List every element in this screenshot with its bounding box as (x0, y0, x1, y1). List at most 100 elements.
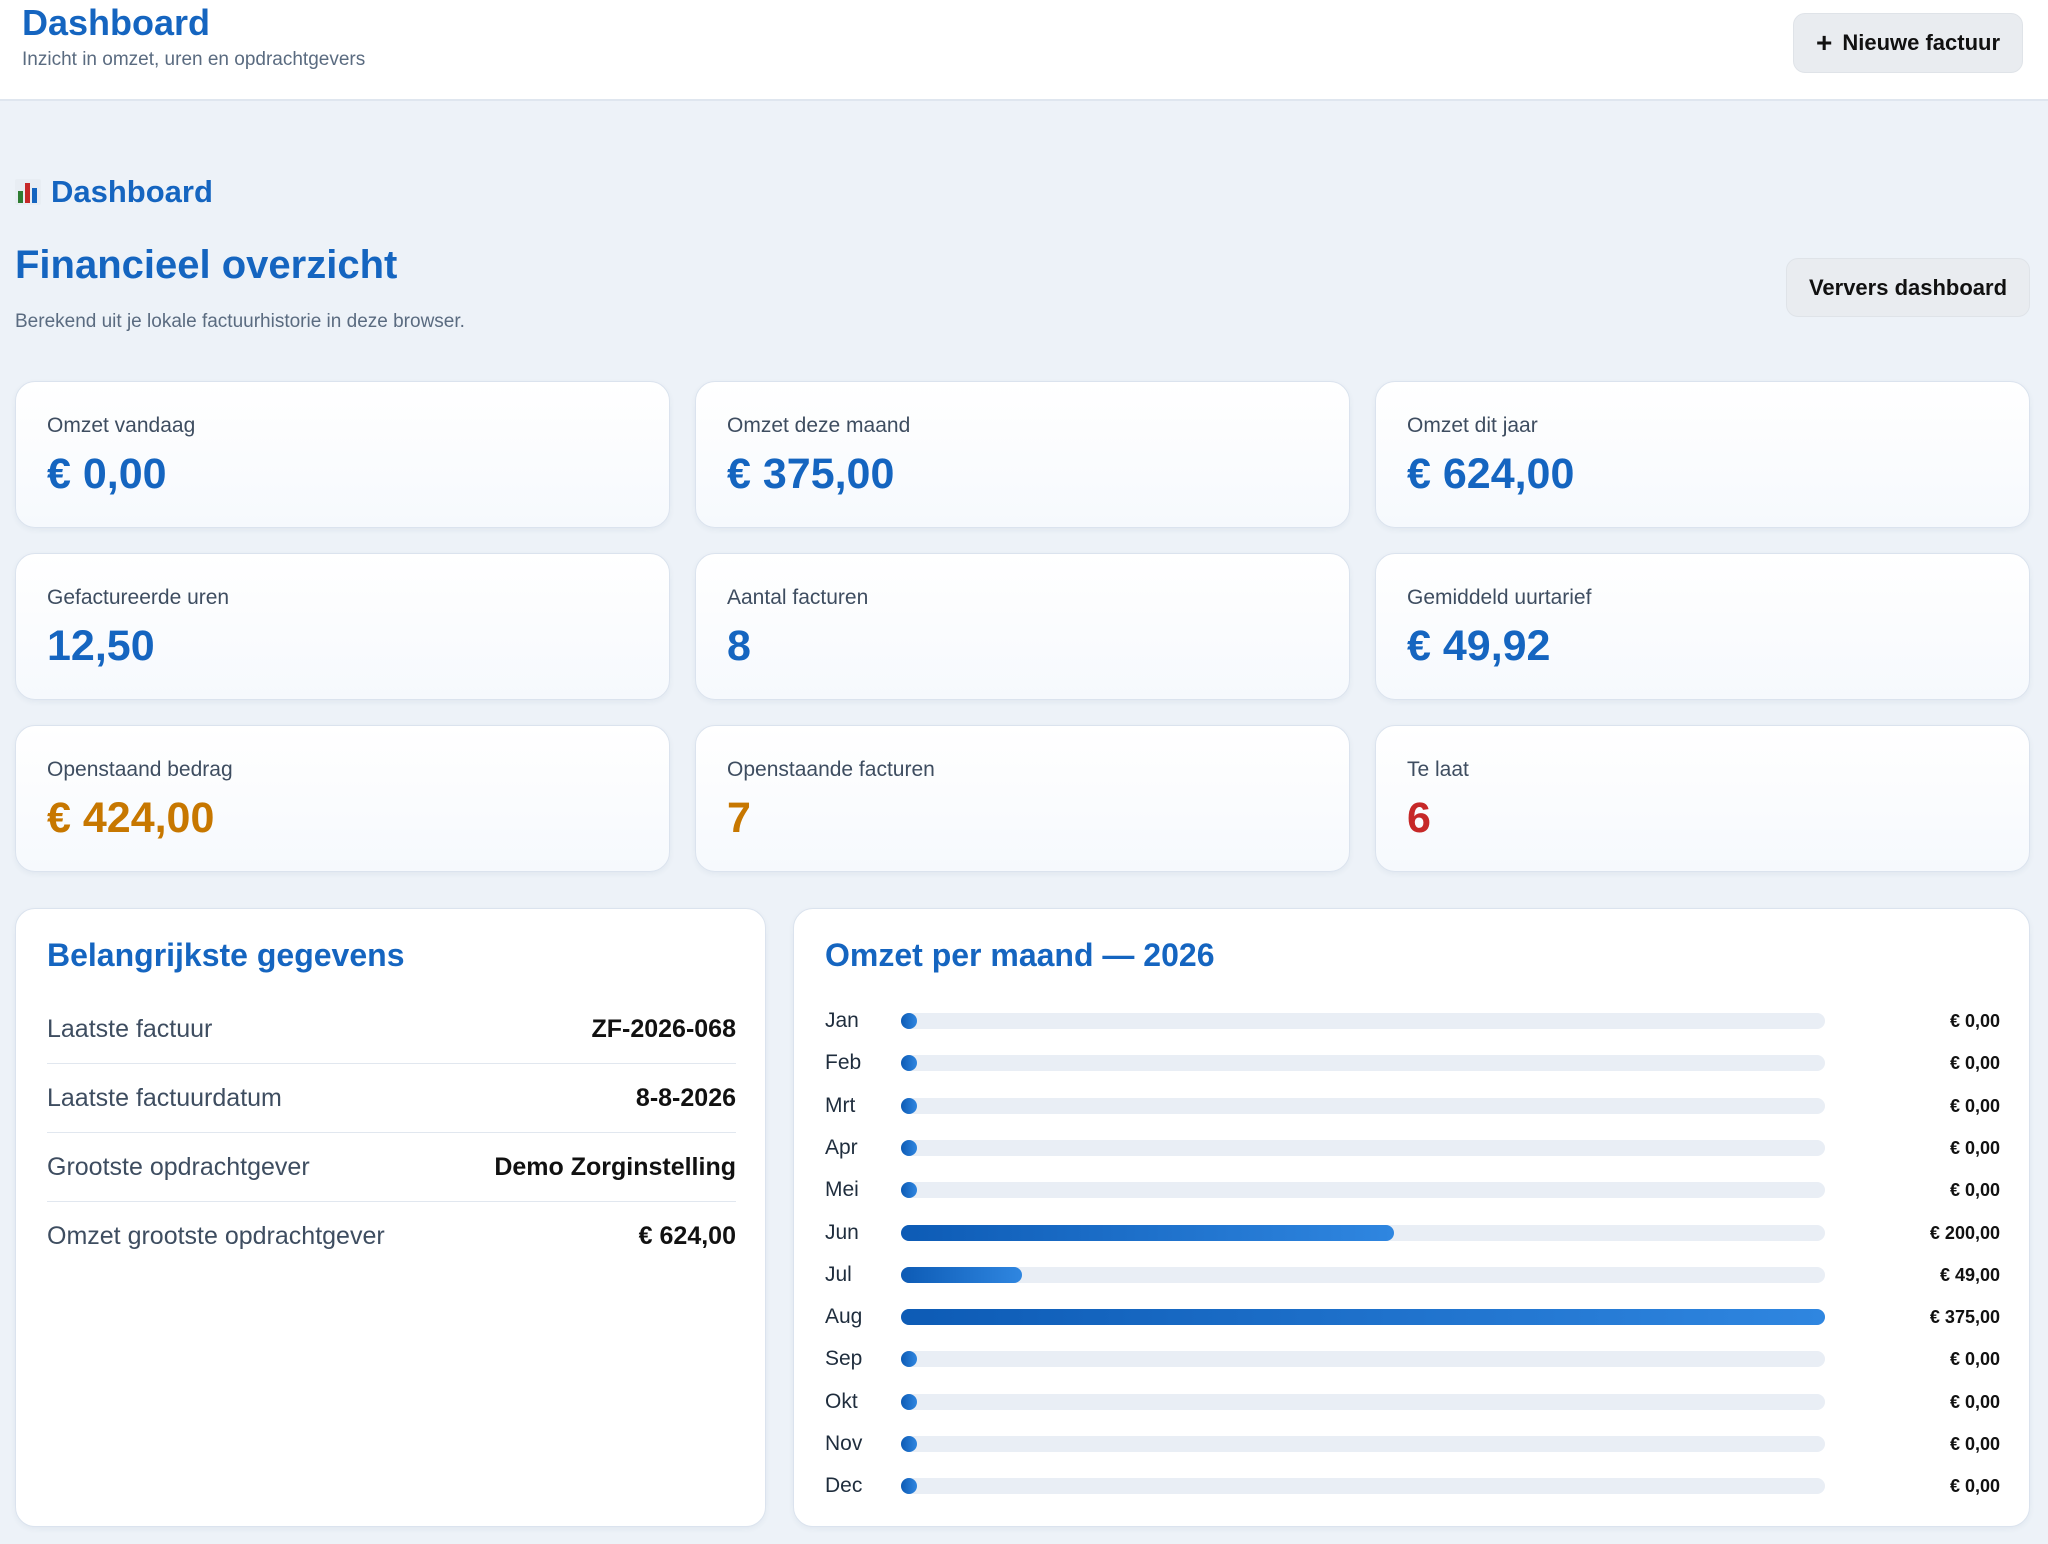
month-row: Okt € 0,00 (825, 1388, 2000, 1416)
month-row: Apr € 0,00 (825, 1134, 2000, 1162)
detail-key: Grootste opdrachtgever (47, 1152, 310, 1181)
kpi-card-outstanding-amount: Openstaand bedrag € 424,00 (15, 725, 670, 872)
bar-fill (901, 1013, 917, 1029)
bar-track (901, 1393, 1825, 1410)
detail-value: € 624,00 (638, 1222, 736, 1250)
top-bar: Dashboard Inzicht in omzet, uren en opdr… (0, 0, 2048, 101)
month-row: Feb € 0,00 (825, 1049, 2000, 1077)
kpi-value: € 0,00 (47, 450, 167, 498)
bar-value-label: € 0,00 (1949, 1137, 2000, 1158)
bar-fill (901, 1309, 1825, 1326)
kpi-card-revenue-today: Omzet vandaag € 0,00 (15, 381, 670, 528)
kpi-card-average-rate: Gemiddeld uurtarief € 49,92 (1375, 553, 2030, 700)
bar-value-label: € 0,00 (1949, 1349, 2000, 1370)
bar-track (901, 1436, 1825, 1452)
bar-value-label: € 200,00 (1929, 1222, 2000, 1243)
month-row: Nov € 0,00 (825, 1430, 2000, 1458)
bar-value-label: € 0,00 (1949, 1434, 2000, 1454)
page-description: Berekend uit je lokale factuurhistorie i… (15, 311, 465, 332)
bar-fill (901, 1055, 917, 1072)
kpi-label: Gefactureerde uren (47, 586, 230, 609)
bar-value-label: € 49,00 (1939, 1264, 2000, 1285)
month-label: Apr (825, 1135, 858, 1159)
kpi-value: € 624,00 (1407, 450, 1575, 498)
bar-track (901, 1351, 1825, 1368)
bar-value-label: € 0,00 (1949, 1095, 2000, 1116)
new-invoice-button[interactable]: + Nieuwe factuur (1793, 13, 2023, 73)
kpi-card-revenue-month: Omzet deze maand € 375,00 (695, 381, 1350, 528)
bar-track (901, 1013, 1825, 1029)
bar-fill (901, 1224, 1394, 1241)
bar-fill (901, 1266, 1022, 1283)
kpi-label: Openstaande facturen (727, 758, 935, 781)
bar-fill (901, 1436, 917, 1452)
kpi-card-revenue-year: Omzet dit jaar € 624,00 (1375, 381, 2030, 528)
kpi-label: Omzet deze maand (727, 414, 911, 437)
month-row: Jul € 49,00 (825, 1261, 2000, 1289)
detail-value: Demo Zorginstelling (494, 1152, 736, 1181)
bar-track (901, 1139, 1825, 1156)
month-row: Jan € 0,00 (825, 1007, 2000, 1035)
bar-value-label: € 0,00 (1949, 1053, 2000, 1074)
kpi-value: € 424,00 (47, 794, 215, 842)
detail-key: Laatste factuur (47, 1014, 213, 1043)
bar-fill (901, 1182, 917, 1199)
bar-fill (901, 1351, 917, 1368)
detail-key: Omzet grootste opdrachtgever (47, 1222, 385, 1250)
refresh-dashboard-button[interactable]: Ververs dashboard (1786, 258, 2030, 317)
bar-track (901, 1055, 1825, 1072)
kpi-value: € 375,00 (727, 450, 895, 498)
kpi-card-outstanding-invoices: Openstaande facturen 7 (695, 725, 1350, 872)
bar-value-label: € 0,00 (1949, 1011, 2000, 1031)
month-label: Jun (825, 1220, 859, 1244)
section-label: Dashboard (15, 174, 213, 210)
key-details-panel: Belangrijkste gegevens Laatste factuur Z… (15, 908, 766, 1527)
month-row: Aug € 375,00 (825, 1303, 2000, 1331)
bar-fill (901, 1478, 917, 1495)
bar-chart-icon (15, 179, 41, 205)
month-row: Mei € 0,00 (825, 1176, 2000, 1204)
plus-icon: + (1815, 27, 1833, 58)
month-label: Aug (825, 1305, 863, 1329)
month-label: Jan (825, 1009, 859, 1032)
chart-title: Omzet per maand — 2026 (825, 937, 1215, 973)
month-label: Sep (825, 1347, 863, 1371)
detail-row-largest-client: Grootste opdrachtgever Demo Zorginstelli… (47, 1133, 736, 1202)
kpi-value: 12,50 (47, 622, 155, 670)
detail-value: 8-8-2026 (635, 1083, 736, 1112)
month-label: Nov (825, 1432, 863, 1455)
month-label: Dec (825, 1474, 863, 1498)
detail-row-last-invoice-date: Laatste factuurdatum 8-8-2026 (47, 1064, 736, 1133)
bar-track (901, 1224, 1825, 1241)
app-title: Dashboard (22, 2, 211, 43)
bar-value-label: € 0,00 (1949, 1391, 2000, 1412)
bar-track (901, 1266, 1825, 1283)
month-label: Mei (825, 1178, 859, 1202)
month-row: Dec € 0,00 (825, 1472, 2000, 1500)
kpi-card-overdue: Te laat 6 (1375, 725, 2030, 872)
month-row: Sep € 0,00 (825, 1345, 2000, 1373)
kpi-label: Omzet vandaag (47, 414, 196, 437)
bar-track (901, 1478, 1825, 1495)
detail-value: ZF-2026-068 (591, 1014, 736, 1043)
kpi-value: 8 (727, 622, 751, 670)
detail-row-last-invoice: Laatste factuur ZF-2026-068 (47, 995, 736, 1064)
month-label: Okt (825, 1389, 858, 1413)
kpi-value: 7 (727, 794, 751, 842)
monthly-revenue-panel: Omzet per maand — 2026 Jan € 0,00 Feb € 0,0… (793, 908, 2030, 1527)
kpi-label: Openstaand bedrag (47, 758, 233, 781)
detail-row-largest-client-revenue: Omzet grootste opdrachtgever € 624,00 (47, 1202, 736, 1271)
detail-key: Laatste factuurdatum (47, 1083, 282, 1112)
bar-fill (901, 1393, 917, 1410)
kpi-label: Omzet dit jaar (1407, 414, 1538, 437)
app-subtitle: Inzicht in omzet, uren en opdrachtgevers (22, 49, 366, 70)
bar-track (901, 1097, 1825, 1114)
kpi-label: Te laat (1407, 758, 1469, 781)
month-label: Jul (825, 1262, 852, 1286)
bar-fill (901, 1097, 917, 1114)
new-invoice-label: Nieuwe factuur (1842, 30, 2001, 55)
kpi-card-invoice-count: Aantal facturen 8 (695, 553, 1350, 700)
kpi-value: € 49,92 (1407, 622, 1551, 670)
kpi-value: 6 (1407, 794, 1431, 842)
bar-track (901, 1182, 1825, 1199)
